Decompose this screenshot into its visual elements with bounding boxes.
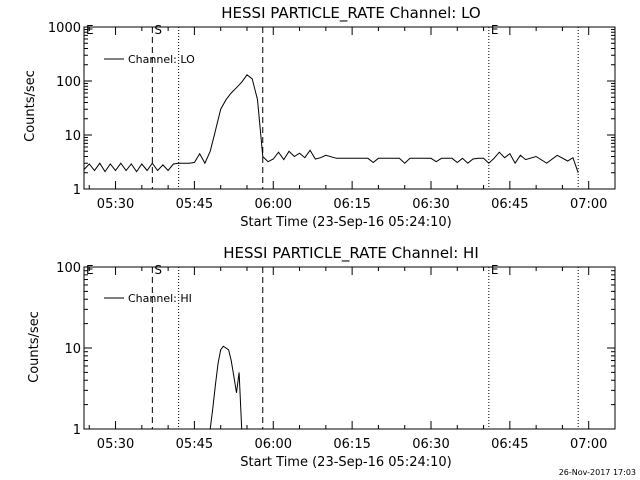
series-lo (83, 74, 579, 173)
x-tick-label: 07:00 (570, 437, 607, 452)
x-tick-label: 05:45 (176, 437, 213, 452)
legend-label-lo: Channel: LO (128, 53, 195, 66)
x-tick-label: 06:00 (255, 197, 292, 212)
x-axis-label-lo: Start Time (23-Sep-16 05:24:10) (240, 215, 451, 230)
time-marker-label: E (86, 263, 94, 277)
x-tick-label: 06:45 (491, 437, 528, 452)
y-axis-label-lo: Counts/sec (23, 70, 38, 142)
y-ticks-lo: 1 10 100 1000 (48, 21, 615, 198)
series-hi (209, 345, 243, 430)
legend-label-hi: Channel: HI (128, 292, 192, 305)
x-ticks-hi: 05:30 05:45 06:00 06:15 06:30 06:45 07:00 (88, 267, 616, 452)
chart-panel-hi: HESSI PARTICLE_RATE Channel: HI Counts/s… (27, 244, 616, 470)
y-tick-label: 10 (64, 129, 81, 144)
x-tick-label: 06:15 (333, 197, 370, 212)
y-axis-label-hi: Counts/sec (27, 311, 42, 383)
time-marker-label: E (491, 263, 499, 277)
x-ticks-lo: 05:30 05:45 06:00 06:15 06:30 06:45 07:00 (88, 27, 616, 212)
y-tick-label: 1 (73, 423, 81, 438)
x-tick-label: 06:30 (412, 437, 449, 452)
x-tick-label: 06:45 (491, 197, 528, 212)
x-tick-label: 07:00 (570, 197, 607, 212)
chart-title-hi: HESSI PARTICLE_RATE Channel: HI (223, 244, 479, 263)
generation-timestamp: 26-Nov-2017 17:03 (559, 468, 636, 477)
x-tick-label: 06:30 (412, 197, 449, 212)
time-marker-label: E (491, 23, 499, 37)
y-tick-label: 100 (56, 261, 81, 276)
x-axis-label-hi: Start Time (23-Sep-16 05:24:10) (240, 455, 451, 470)
time-marker-label: E (86, 23, 94, 37)
y-tick-label: 100 (56, 75, 81, 90)
series-line-hi (209, 345, 243, 430)
x-tick-label: 05:30 (97, 197, 134, 212)
x-tick-label: 05:30 (97, 437, 134, 452)
chart-panel-lo: HESSI PARTICLE_RATE Channel: LO Counts/s… (23, 4, 616, 230)
x-tick-label: 06:00 (255, 437, 292, 452)
legend-lo: Channel: LO (104, 53, 195, 66)
chart-title-lo: HESSI PARTICLE_RATE Channel: LO (221, 4, 480, 23)
time-marker-label: S (154, 263, 162, 277)
x-tick-label: 06:15 (333, 437, 370, 452)
y-tick-label: 10 (64, 342, 81, 357)
legend-hi: Channel: HI (104, 292, 192, 305)
series-line-lo (83, 74, 579, 173)
time-marker-label: S (154, 23, 162, 37)
y-ticks-hi: 1 10 100 (56, 261, 615, 438)
x-tick-label: 05:45 (176, 197, 213, 212)
y-tick-label: 1 (73, 183, 81, 198)
y-tick-label: 1000 (48, 21, 81, 36)
